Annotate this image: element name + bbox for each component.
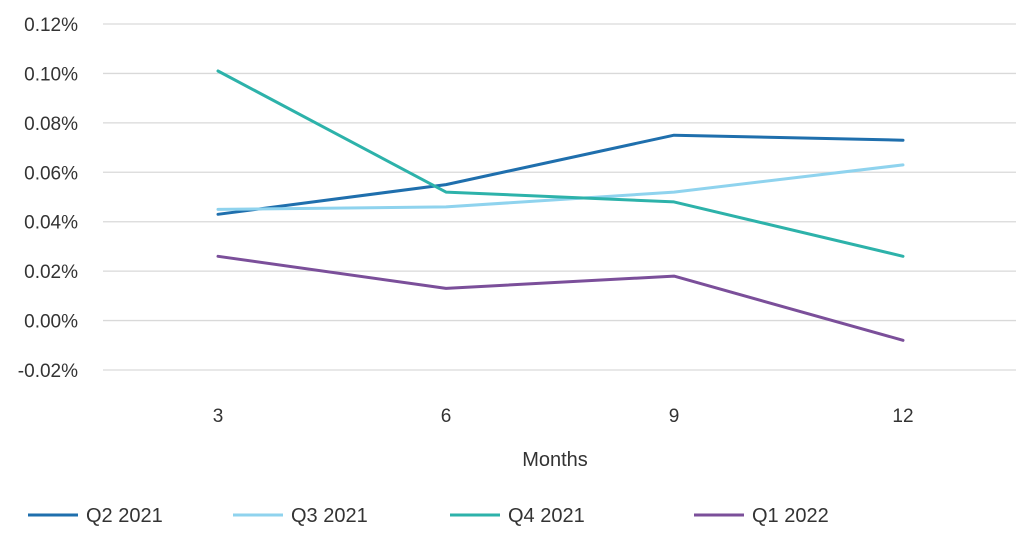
gridlines <box>103 23 1016 371</box>
series-line-q3-2021 <box>216 163 905 211</box>
series-line-q2-2021 <box>216 133 905 216</box>
x-tick-label: 6 <box>441 406 452 427</box>
legend-item-q4-2021: Q4 2021 <box>450 505 585 527</box>
y-tick-label: 0.02% <box>24 262 78 283</box>
legend-item-q2-2021: Q2 2021 <box>28 505 163 527</box>
y-tick-label: 0.12% <box>24 15 78 36</box>
legend-label: Q2 2021 <box>86 505 163 527</box>
legend: Q2 2021 Q3 2021 Q4 2021 Q1 2022 <box>28 505 829 527</box>
x-axis-title: Months <box>522 449 588 471</box>
legend-label: Q3 2021 <box>291 505 368 527</box>
y-tick-label: -0.02% <box>18 361 78 382</box>
x-tick-label: 3 <box>213 406 224 427</box>
series-line-q4-2021 <box>216 69 905 258</box>
legend-label: Q1 2022 <box>752 505 829 527</box>
legend-item-q3-2021: Q3 2021 <box>233 505 368 527</box>
y-axis-tick-labels: 0.12% 0.10% 0.08% 0.06% 0.04% 0.02% 0.00% -0.02… <box>18 15 78 382</box>
y-tick-label: 0.06% <box>24 163 78 184</box>
y-tick-label: 0.00% <box>24 312 78 333</box>
legend-label: Q4 2021 <box>508 505 585 527</box>
x-tick-label: 12 <box>892 406 913 427</box>
y-tick-label: 0.08% <box>24 114 78 135</box>
y-tick-label: 0.04% <box>24 213 78 234</box>
series-line-q1-2022 <box>216 254 905 342</box>
y-tick-label: 0.10% <box>24 64 78 85</box>
x-tick-label: 9 <box>669 406 680 427</box>
legend-item-q1-2022: Q1 2022 <box>694 505 829 527</box>
series-lines <box>216 69 905 342</box>
x-axis-tick-labels: 3 6 9 12 <box>213 406 914 427</box>
